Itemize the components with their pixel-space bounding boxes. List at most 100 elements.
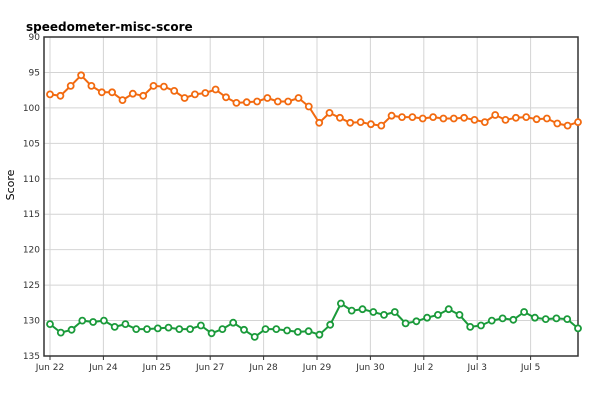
data-point [466, 322, 475, 331]
data-point [128, 89, 137, 98]
data-point [387, 111, 396, 120]
data-point [218, 325, 227, 334]
data-point [498, 314, 507, 323]
plot-frame [43, 36, 579, 357]
y-tick-label: 110 [23, 175, 40, 185]
data-point [491, 111, 500, 119]
data-point [380, 310, 388, 319]
data-point [444, 305, 453, 314]
data-point [356, 118, 365, 126]
data-point [509, 315, 518, 324]
data-point [390, 308, 399, 316]
data-point [522, 113, 531, 121]
data-point [574, 118, 582, 126]
data-point [89, 318, 97, 326]
data-point [121, 320, 130, 329]
data-point [398, 113, 406, 121]
data-point [335, 113, 344, 122]
y-axis-label: Score [4, 169, 17, 200]
data-point [294, 94, 303, 102]
y-tick-label: 115 [23, 210, 40, 220]
data-point [273, 97, 282, 106]
data-point [100, 316, 108, 325]
data-point [242, 98, 251, 107]
x-tick-label: Jul 3 [466, 363, 486, 373]
data-point [240, 325, 248, 334]
grid [44, 37, 578, 356]
data-point [347, 306, 356, 315]
data-point [401, 319, 410, 328]
data-point [346, 118, 355, 127]
data-point [56, 328, 65, 337]
data-point [159, 82, 168, 91]
data-point [56, 91, 65, 100]
y-tick-label: 90 [29, 33, 41, 43]
x-axis: Jun 22 Jun 24 Jun 25 Jun 27 Jun 28 Jun 29 Jun … [35, 356, 540, 373]
chart-title: speedometer-misc-score [26, 20, 193, 34]
x-tick-label: Jun 25 [142, 363, 171, 373]
data-point [211, 85, 220, 94]
series-0 [46, 71, 582, 130]
y-tick-label: 100 [23, 104, 40, 114]
data-point [439, 114, 448, 123]
data-point [552, 314, 561, 323]
data-point [108, 88, 116, 97]
data-point [139, 91, 148, 100]
data-point [77, 71, 85, 80]
series-layer [46, 71, 582, 341]
data-point [190, 90, 199, 99]
data-point [201, 89, 210, 97]
data-point [418, 114, 427, 123]
data-point [304, 327, 313, 336]
data-point [250, 332, 259, 341]
data-point [455, 310, 464, 319]
x-tick-label: Jun 27 [195, 363, 224, 373]
data-point [563, 121, 572, 130]
data-point [423, 313, 432, 322]
x-tick-label: Jul 5 [520, 363, 540, 373]
data-point [222, 93, 230, 102]
series-line [49, 74, 579, 127]
data-point [304, 102, 313, 111]
data-point [261, 325, 270, 334]
data-point [207, 329, 216, 338]
data-point [232, 99, 241, 107]
data-point [132, 325, 141, 334]
data-point [149, 82, 158, 90]
data-point [369, 308, 378, 316]
data-point [315, 118, 324, 127]
y-tick-label: 130 [23, 317, 40, 327]
data-point [293, 327, 302, 336]
x-tick-label: Jun 30 [355, 363, 385, 373]
data-point [541, 315, 550, 324]
y-tick-label: 95 [29, 68, 40, 78]
series-1 [46, 299, 582, 341]
y-axis: 90 95 100 105 110 115 120 125 130 135 [23, 33, 40, 362]
data-point [229, 318, 238, 327]
data-point [563, 315, 572, 324]
data-point [78, 316, 87, 325]
data-point [97, 88, 106, 97]
data-point [512, 113, 520, 122]
data-point [66, 82, 75, 90]
data-point [315, 330, 324, 339]
data-point [263, 94, 272, 102]
data-point [272, 325, 281, 334]
data-point [153, 324, 162, 333]
data-point [180, 94, 189, 102]
data-point [325, 109, 334, 117]
y-tick-label: 125 [23, 281, 40, 291]
data-point [46, 320, 54, 329]
data-point [336, 299, 345, 308]
data-point [520, 308, 528, 316]
data-point [433, 310, 442, 319]
y-tick-label: 135 [23, 352, 40, 362]
data-point [186, 325, 195, 334]
data-point [377, 121, 386, 130]
data-point [46, 90, 54, 99]
data-point [175, 325, 184, 334]
data-point [412, 317, 421, 326]
data-point [326, 320, 335, 329]
data-point [501, 116, 510, 124]
